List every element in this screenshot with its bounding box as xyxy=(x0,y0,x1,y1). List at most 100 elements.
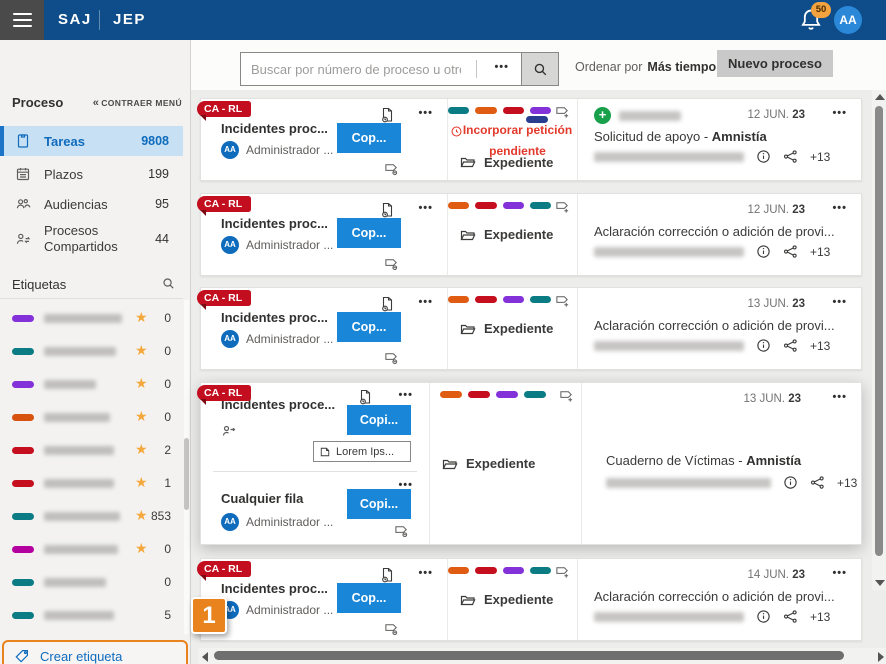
sidebar-item-procesos-compartidos[interactable]: Procesos Compartidos 44 xyxy=(0,220,183,258)
more-options-icon[interactable]: ••• xyxy=(832,107,847,119)
more-count[interactable]: +13 xyxy=(810,609,831,624)
label-list-item[interactable]: 0 xyxy=(0,566,183,599)
add-tag-icon[interactable] xyxy=(555,564,570,579)
add-tag-icon[interactable] xyxy=(559,388,574,403)
copy-button[interactable]: Cop... xyxy=(337,123,401,153)
info-icon[interactable] xyxy=(783,475,798,490)
task-card[interactable]: CA - RL Incidentes proc... AA Administra… xyxy=(197,558,862,641)
horizontal-scrollbar-thumb[interactable] xyxy=(214,651,844,660)
more-options-icon[interactable]: ••• xyxy=(832,296,847,308)
info-icon[interactable] xyxy=(756,338,771,353)
star-icon[interactable]: ★ xyxy=(135,507,148,523)
star-icon[interactable]: ★ xyxy=(135,474,148,490)
star-icon[interactable]: ★ xyxy=(135,540,148,556)
search-labels-icon[interactable] xyxy=(161,276,176,291)
task-card[interactable]: CA - RL Incidentes proc... AA Administra… xyxy=(197,98,862,181)
note-chip[interactable]: Lorem Ips... xyxy=(313,441,411,462)
label-list-item[interactable]: ★ 1 xyxy=(0,467,183,500)
due-date: 13 JUN. 23 xyxy=(747,298,805,310)
more-options-icon[interactable]: ••• xyxy=(832,567,847,579)
sidebar-title: Proceso xyxy=(12,95,64,110)
info-icon[interactable] xyxy=(756,609,771,624)
redacted-label-text xyxy=(44,512,120,521)
more-options-icon[interactable]: ••• xyxy=(418,107,433,119)
expediente-link[interactable]: Expediente xyxy=(460,154,553,170)
copy-button[interactable]: Cop... xyxy=(337,218,401,248)
info-icon[interactable] xyxy=(756,149,771,164)
new-process-button[interactable]: Nuevo proceso xyxy=(717,50,833,77)
assign-person-icon xyxy=(221,423,237,439)
share-hierarchy-icon[interactable] xyxy=(783,338,798,353)
collapse-menu-button[interactable]: «CONTRAER MENÚ xyxy=(92,97,182,109)
process-meta: +13 xyxy=(594,244,830,259)
sidebar-scrollbar-thumb[interactable] xyxy=(184,438,189,510)
task-card[interactable]: CA - RL Incidentes proc... AA Administra… xyxy=(197,287,862,370)
scroll-right-arrow[interactable] xyxy=(878,652,884,662)
copy-button[interactable]: Copi... xyxy=(347,489,411,519)
scroll-down-arrow[interactable] xyxy=(875,580,885,586)
sidebar-item-tareas[interactable]: Tareas 9808 xyxy=(0,126,183,156)
sidebar-item-audiencias[interactable]: Audiencias 95 xyxy=(0,190,183,218)
label-list-item[interactable]: ★ 853 xyxy=(0,500,183,533)
expediente-link[interactable]: Expediente xyxy=(442,456,535,472)
vertical-scrollbar[interactable] xyxy=(872,90,886,590)
task-card-expanded[interactable]: CA - RL Incidentes proce... ••• Copi... … xyxy=(197,382,862,545)
expediente-link[interactable]: Expediente xyxy=(460,227,553,243)
label-list-item[interactable]: ★ 0 xyxy=(0,533,183,566)
share-hierarchy-icon[interactable] xyxy=(810,475,825,490)
share-hierarchy-icon[interactable] xyxy=(783,609,798,624)
label-list-item[interactable]: ★ 0 xyxy=(0,401,183,434)
scroll-up-arrow[interactable] xyxy=(875,94,885,100)
document-clock-icon xyxy=(379,567,395,583)
user-avatar[interactable]: AA xyxy=(834,6,862,34)
label-list-item[interactable]: ★ 2 xyxy=(0,434,183,467)
redacted-label-text xyxy=(44,380,96,389)
copy-button[interactable]: Cop... xyxy=(337,312,401,342)
label-list-item[interactable]: ★ 0 xyxy=(0,302,183,335)
label-pill xyxy=(526,116,548,123)
share-hierarchy-icon[interactable] xyxy=(783,149,798,164)
more-options-icon[interactable]: ••• xyxy=(418,296,433,308)
expediente-link[interactable]: Expediente xyxy=(460,592,553,608)
label-list-item[interactable]: ★ 0 xyxy=(0,368,183,401)
star-icon[interactable]: ★ xyxy=(135,309,148,325)
label-list-item[interactable]: 5 xyxy=(0,599,183,632)
sidebar-item-plazos[interactable]: Plazos 199 xyxy=(0,160,183,188)
search-input[interactable] xyxy=(241,53,471,85)
star-icon[interactable]: ★ xyxy=(135,375,148,391)
add-tag-icon[interactable] xyxy=(555,293,570,308)
star-icon[interactable]: ★ xyxy=(135,408,148,424)
more-count[interactable]: +13 xyxy=(837,475,858,490)
scroll-left-arrow[interactable] xyxy=(202,652,208,662)
star-icon[interactable]: ★ xyxy=(135,342,148,358)
more-count[interactable]: +13 xyxy=(810,338,831,353)
more-options-icon[interactable]: ••• xyxy=(418,202,433,214)
search-button[interactable] xyxy=(522,52,559,86)
more-count[interactable]: +13 xyxy=(810,149,831,164)
more-count[interactable]: +13 xyxy=(810,244,831,259)
create-label-button[interactable]: Crear etiqueta xyxy=(2,640,188,664)
add-tag-icon[interactable] xyxy=(555,104,570,119)
more-options-icon[interactable]: ••• xyxy=(418,567,433,579)
assignee-avatar: AA xyxy=(221,236,239,254)
label-list-item[interactable]: ★ 0 xyxy=(0,335,183,368)
tutorial-step-badge: 1 xyxy=(191,597,227,634)
sort-dropdown[interactable]: Ordenar por Más tiempo xyxy=(575,60,733,74)
more-options-icon[interactable]: ••• xyxy=(832,202,847,214)
star-icon[interactable]: ★ xyxy=(135,441,148,457)
redacted-label-text xyxy=(44,611,114,620)
task-card[interactable]: CA - RL Incidentes proc... AA Administra… xyxy=(197,193,862,276)
expediente-link[interactable]: Expediente xyxy=(460,321,553,337)
horizontal-scrollbar[interactable] xyxy=(198,648,886,664)
more-options-icon[interactable]: ••• xyxy=(398,479,413,491)
add-tag-icon[interactable] xyxy=(555,199,570,214)
more-options-icon[interactable]: ••• xyxy=(398,389,413,401)
share-hierarchy-icon[interactable] xyxy=(783,244,798,259)
copy-button[interactable]: Cop... xyxy=(337,583,401,613)
copy-button[interactable]: Copi... xyxy=(347,405,411,435)
vertical-scrollbar-thumb[interactable] xyxy=(875,106,883,556)
more-options-icon[interactable]: ••• xyxy=(832,391,847,403)
search-options-icon[interactable]: ••• xyxy=(494,61,509,73)
hamburger-menu-icon[interactable] xyxy=(0,0,44,40)
info-icon[interactable] xyxy=(756,244,771,259)
